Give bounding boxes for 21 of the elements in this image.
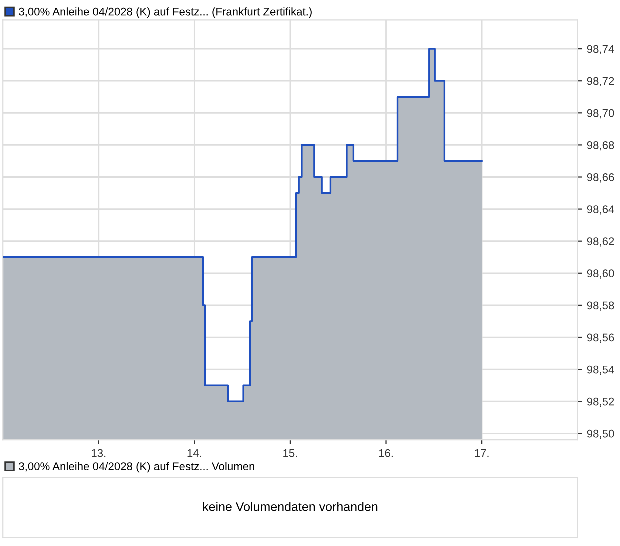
x-tick-label: 16. bbox=[379, 449, 393, 458]
y-tick-label: 98,70 bbox=[587, 109, 614, 119]
x-tick-label: 13. bbox=[92, 449, 106, 458]
y-tick-label: 98,72 bbox=[587, 77, 614, 87]
x-tick-label: 14. bbox=[188, 450, 202, 458]
y-tick-label: 98,66 bbox=[587, 174, 614, 183]
y-tick-label: 98,62 bbox=[587, 238, 614, 247]
text: keine Volumendaten vorhanden bbox=[203, 502, 378, 512]
y-tick-label: 98,64 bbox=[587, 206, 614, 215]
y-tick-label: 98,68 bbox=[587, 141, 614, 151]
x-tick-label: 15. bbox=[284, 450, 298, 458]
text: 3,00% Anleihe 04/2028 (K) auf Festz... Volumen bbox=[19, 462, 255, 473]
y-tick-label: 98,74 bbox=[587, 45, 614, 54]
y-tick-label: 98,50 bbox=[587, 430, 614, 440]
legend-label: 3,00% Anleihe 04/2028 (K) auf Festz... (Frankfurt Zertifikat.) bbox=[19, 8, 312, 18]
y-tick-label: 98,60 bbox=[587, 270, 614, 279]
y-tick-label: 98,52 bbox=[587, 398, 614, 408]
x-tick-label: 17. bbox=[475, 450, 489, 458]
y-tick-label: 98,58 bbox=[587, 302, 614, 311]
y-tick-label: 98,54 bbox=[587, 366, 614, 376]
y-tick-label: 98,56 bbox=[587, 334, 614, 343]
